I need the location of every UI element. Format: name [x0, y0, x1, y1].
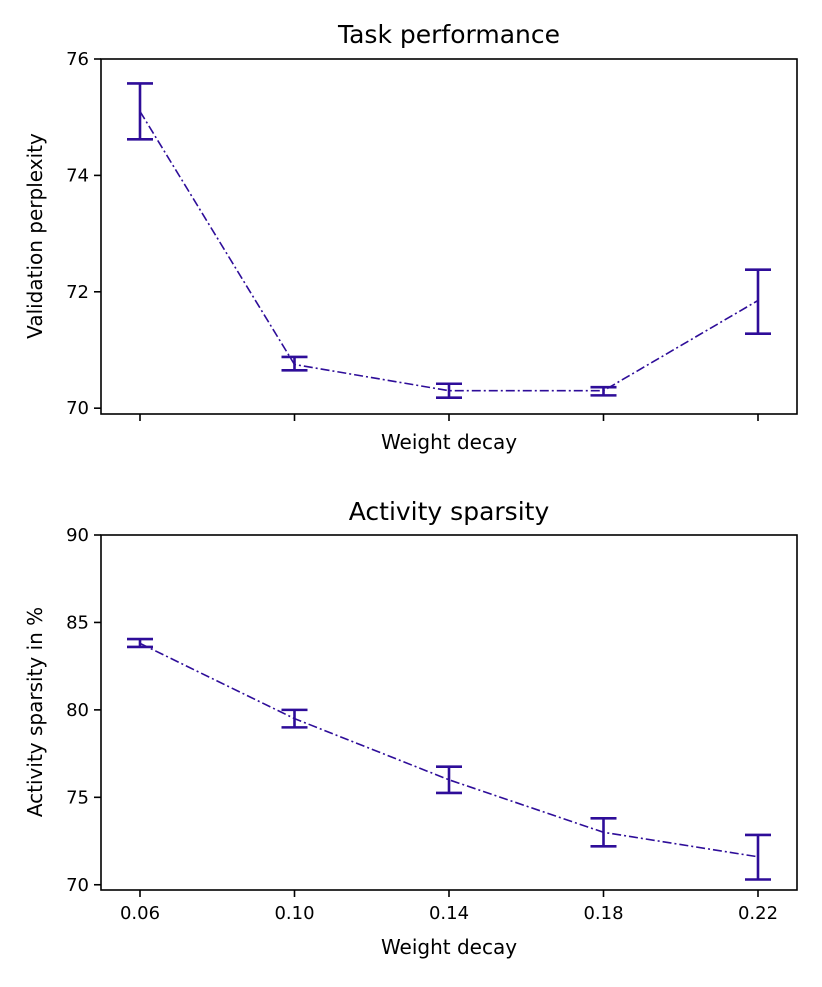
plot-area: 70 75 80 85 90 0.06 0.10 0.14 0.18 0.22	[66, 525, 778, 924]
series-line	[139, 642, 759, 858]
y-tick-label: 70	[66, 875, 89, 896]
error-bar	[590, 385, 617, 397]
y-tick-label: 85	[66, 612, 89, 633]
y-axis-label: Validation perplexity	[23, 133, 47, 339]
x-axis-label: Weight decay	[381, 430, 517, 454]
y-tick-label: 70	[66, 398, 89, 419]
y-tick-label: 72	[66, 282, 89, 303]
chart-title: Activity sparsity	[349, 497, 550, 526]
series-line	[139, 110, 759, 392]
x-tick-label: 0.14	[429, 903, 469, 924]
error-bar	[745, 268, 771, 335]
plot-frame	[100, 534, 798, 891]
x-tick-label: 0.06	[120, 903, 160, 924]
error-bar	[745, 833, 771, 881]
chart-title: Task performance	[337, 20, 560, 49]
chart-activity-sparsity: Activity sparsity Activity sparsity in %…	[23, 497, 798, 959]
error-bar	[281, 708, 308, 729]
error-bar	[436, 382, 462, 400]
y-tick-label: 76	[66, 49, 89, 70]
y-tick-label: 74	[66, 165, 89, 186]
x-tick-label: 0.18	[583, 903, 623, 924]
error-bar	[127, 82, 153, 141]
y-tick-label: 75	[66, 787, 89, 808]
error-bar	[590, 817, 617, 848]
x-tick-label: 0.10	[274, 903, 314, 924]
error-bar	[281, 355, 308, 372]
error-bar	[436, 765, 462, 795]
y-tick-label: 80	[66, 700, 89, 721]
y-axis-label: Activity sparsity in %	[23, 607, 47, 817]
chart-task-performance: Task performance Validation perplexity W…	[23, 20, 798, 454]
y-tick-label: 90	[66, 525, 89, 546]
plot-area: 70 72 74 76	[66, 49, 771, 421]
x-tick-label: 0.22	[738, 903, 778, 924]
x-axis-label: Weight decay	[381, 935, 517, 959]
error-bar	[127, 637, 153, 649]
plot-frame	[100, 58, 798, 415]
